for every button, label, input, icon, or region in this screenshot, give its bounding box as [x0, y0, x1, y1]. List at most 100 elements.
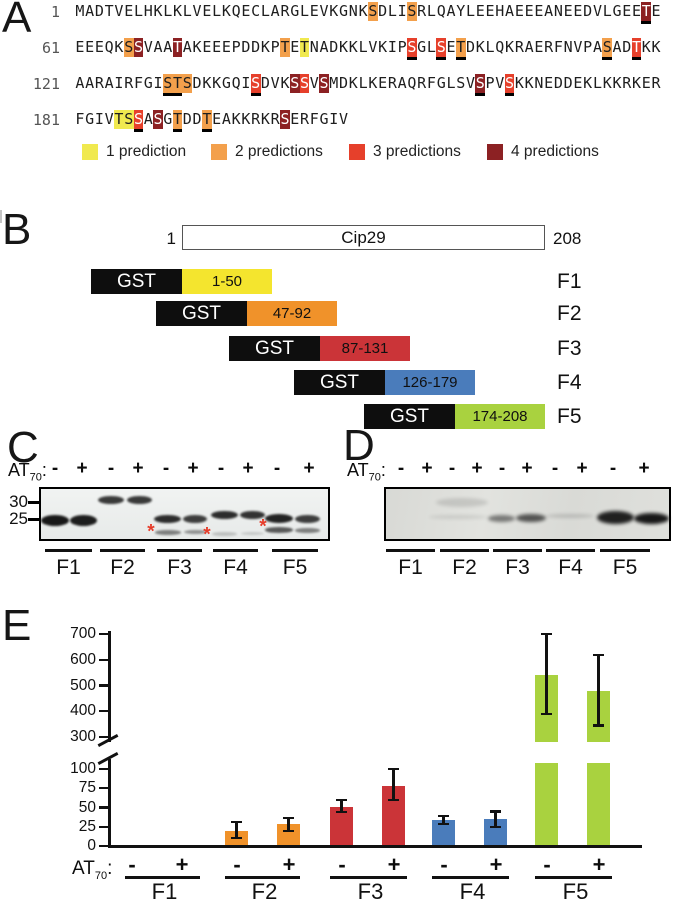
residue: K	[173, 2, 183, 20]
residue: E	[514, 2, 524, 20]
error-bar	[235, 822, 238, 839]
residue: N	[309, 38, 319, 56]
residue: N	[534, 74, 544, 92]
gst-label: GST	[254, 337, 295, 359]
predicted-phosphosite: S	[280, 110, 290, 129]
fragment-range-label: 47-92	[272, 305, 312, 322]
residue: A	[319, 38, 329, 56]
residue-number: 1	[50, 3, 60, 21]
gst-box: GST	[294, 370, 385, 395]
residue: I	[397, 2, 407, 20]
y-tick-label: 600	[70, 650, 96, 668]
residue: F	[553, 38, 563, 56]
error-bar-cap-top	[593, 653, 604, 656]
residue: G	[85, 110, 95, 128]
predicted-phosphosite: S	[123, 38, 134, 57]
residue: D	[260, 74, 270, 92]
residue: E	[221, 38, 231, 56]
predicted-phosphosite: T	[114, 110, 124, 129]
lane-sign: +	[303, 458, 315, 479]
legend-label: 1 prediction	[106, 143, 187, 160]
fragment-group-label: F2	[251, 879, 278, 900]
residue: S	[456, 74, 466, 92]
residue: N	[563, 38, 573, 56]
fragment-group-label: F4	[223, 556, 248, 579]
lane-sign: -	[397, 458, 405, 479]
residue: E	[309, 2, 319, 20]
residue: K	[632, 74, 642, 92]
predicted-phosphosite: T	[631, 38, 642, 60]
predicted-phosphosite: T	[172, 74, 183, 96]
condition-sign: -	[128, 852, 136, 877]
residue: N	[553, 2, 563, 20]
residue: G	[339, 2, 349, 20]
error-bar-cap-top	[438, 814, 449, 818]
fragment-group-label: F4	[558, 556, 583, 579]
condition-sign: -	[338, 852, 346, 877]
residue: K	[114, 38, 124, 56]
fragment-group-line	[330, 876, 407, 879]
residue: F	[426, 74, 436, 92]
condition-sign: -	[233, 852, 241, 877]
gel-band	[183, 515, 208, 524]
error-bar	[287, 818, 290, 831]
error-bar-cap-top	[283, 817, 294, 820]
mw-marker-label: 30	[9, 492, 28, 511]
gel-image	[384, 487, 671, 541]
lane-sign: -	[107, 458, 115, 479]
sequence-line: 1 MADTVELHKLKLVELKQECLARGLEVKGNKSDLISRLQA…	[0, 2, 677, 24]
residue: A	[182, 38, 192, 56]
predicted-phosphosite: S	[299, 74, 310, 93]
residue: D	[94, 2, 104, 20]
predicted-phosphosite: T	[280, 38, 290, 57]
gel-band	[184, 530, 208, 535]
residue: A	[592, 38, 602, 56]
residue: L	[212, 2, 222, 20]
gel-band	[154, 515, 182, 524]
residue: L	[387, 2, 397, 20]
gel-band	[634, 513, 670, 525]
gel-band	[265, 514, 294, 524]
residue-number: 181	[32, 111, 60, 129]
residue: E	[202, 38, 212, 56]
residue: D	[192, 110, 202, 128]
panel-c-label: C	[7, 423, 39, 472]
residue: D	[378, 2, 388, 20]
error-bar	[545, 634, 548, 714]
scale-start-number: 1	[166, 229, 176, 248]
fragment-box: 126-179	[385, 370, 475, 395]
predicted-phosphosite: T	[172, 38, 183, 57]
residue: D	[563, 74, 573, 92]
y-tick	[99, 844, 108, 848]
predicted-phosphosite: T	[172, 110, 183, 132]
y-tick	[99, 825, 108, 828]
residue: Q	[231, 2, 241, 20]
residue: L	[260, 2, 270, 20]
at70-label: AT70:	[8, 460, 47, 484]
residue: V	[104, 110, 114, 128]
residue: K	[348, 74, 358, 92]
y-tick	[99, 710, 108, 713]
data-bar-lower-segment	[587, 763, 610, 845]
residue: I	[241, 74, 251, 92]
predicted-phosphosite: S	[250, 74, 261, 96]
cip29-label: Cip29	[341, 227, 386, 247]
cip29-scale-bar: Cip29	[182, 225, 545, 250]
fragment-group-label: F3	[357, 879, 384, 900]
error-bar-cap-top	[388, 768, 399, 771]
residue: A	[505, 2, 515, 20]
error-bar-cap-top	[231, 821, 242, 824]
error-bar-cap-bottom	[283, 829, 294, 832]
residue: K	[260, 110, 270, 128]
residue: V	[309, 74, 319, 92]
residue: A	[153, 38, 163, 56]
predicted-phosphosite: S	[602, 38, 613, 60]
predicted-phosphosite: S	[504, 74, 515, 96]
residue: Q	[495, 38, 505, 56]
residue: K	[339, 38, 349, 56]
prediction-legend: 1 prediction 2 predictions 3 predictions 4 …	[0, 141, 677, 165]
residue: L	[602, 2, 612, 20]
fragment-group-label: F5	[612, 556, 638, 579]
y-tick-label: 700	[70, 625, 96, 642]
residue: K	[641, 38, 651, 56]
